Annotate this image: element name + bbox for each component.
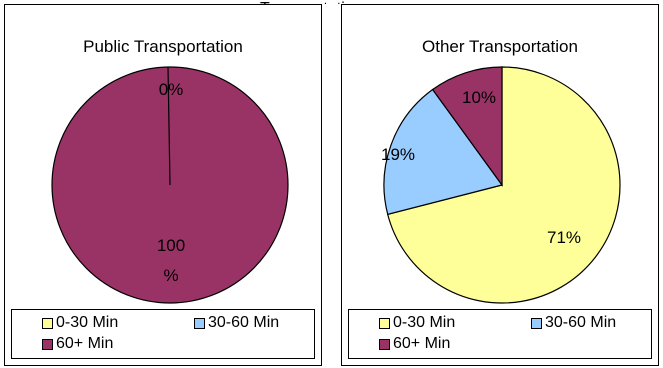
legend-label: 60+ Min xyxy=(56,335,114,352)
page-title-fragment: Transportation xyxy=(260,0,400,4)
legend-label: 0-30 Min xyxy=(393,314,456,331)
legend-label: 30-60 Min xyxy=(545,314,617,331)
legend-swatch xyxy=(194,317,205,329)
legend: 0-30 Min 30-60 Min 60+ Min xyxy=(11,309,315,359)
legend-item-30-60: 30-60 Min xyxy=(531,314,616,332)
public-transportation-chart: Public Transportation 0% 100% 0-30 Min 30… xyxy=(4,4,322,366)
chart-title: Other Transportation xyxy=(422,37,578,56)
legend-item-60-plus: 60+ Min xyxy=(379,335,450,353)
data-label: 100% xyxy=(157,236,185,285)
data-label: 10% xyxy=(462,88,496,107)
legend-item-60-plus: 60+ Min xyxy=(42,335,113,353)
legend-swatch xyxy=(42,338,53,350)
pie-plot: 0% 100% xyxy=(51,66,289,304)
legend-swatch xyxy=(379,338,390,350)
pie-slice-60-min xyxy=(431,66,503,187)
legend-item-0-30: 0-30 Min xyxy=(42,314,118,332)
data-label: 19% xyxy=(381,145,415,164)
data-label: 0% xyxy=(159,80,184,99)
legend: 0-30 Min 30-60 Min 60+ Min xyxy=(348,309,652,359)
legend-label: 0-30 Min xyxy=(56,314,119,331)
pie-plot: 71% 19% 10% xyxy=(381,66,621,304)
legend-swatch xyxy=(42,317,53,329)
pie-slice-30-60-min xyxy=(383,88,504,216)
legend-swatch xyxy=(379,317,390,329)
other-transportation-chart: Other Transportation 71% 19% 10% 0-30 Min … xyxy=(341,4,659,366)
pie-slice-0-30-min xyxy=(386,66,621,304)
data-label: 71% xyxy=(547,228,581,247)
pie-slice-edge xyxy=(167,66,171,186)
chart-title: Public Transportation xyxy=(83,37,243,56)
legend-item-30-60: 30-60 Min xyxy=(194,314,279,332)
legend-item-0-30: 0-30 Min xyxy=(379,314,455,332)
legend-label: 60+ Min xyxy=(393,335,451,352)
legend-swatch xyxy=(531,317,542,329)
legend-label: 30-60 Min xyxy=(208,314,280,331)
